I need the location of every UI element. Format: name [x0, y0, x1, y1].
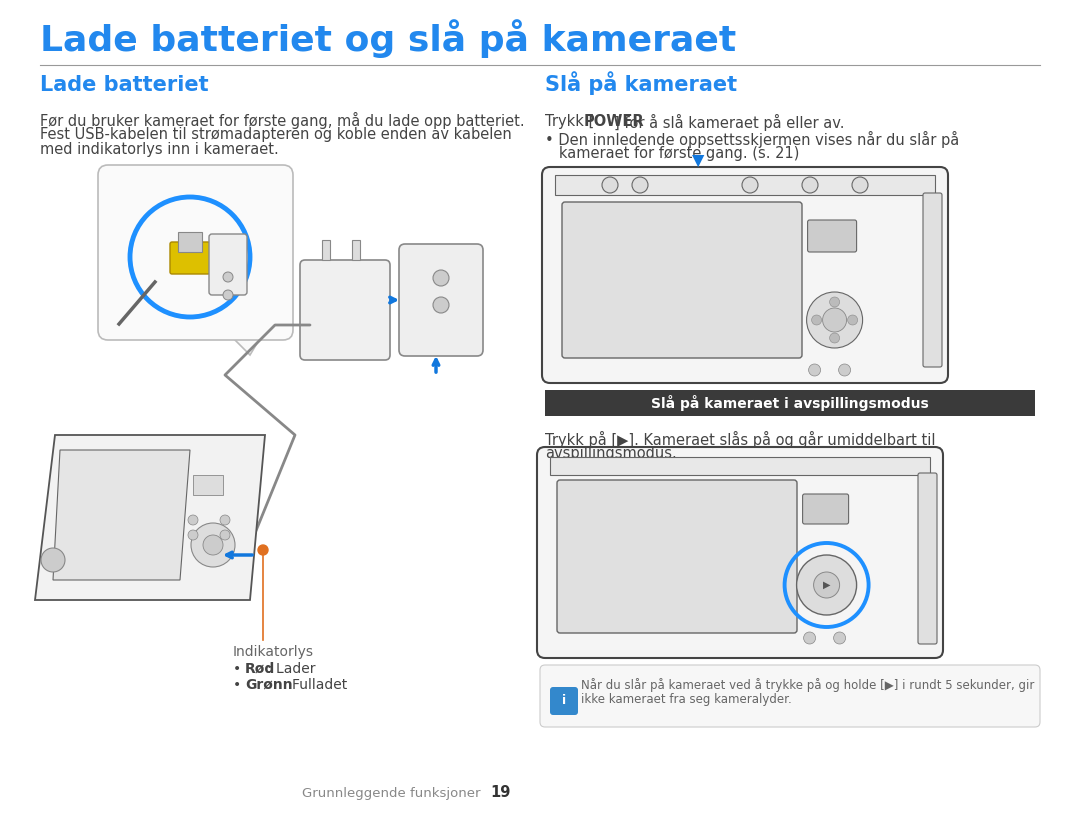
Text: Trykk [: Trykk [: [545, 114, 594, 129]
FancyBboxPatch shape: [210, 234, 247, 295]
Text: i: i: [562, 694, 566, 707]
Bar: [178, 232, 202, 252]
Text: Grunnleggende funksjoner: Grunnleggende funksjoner: [301, 787, 480, 800]
FancyBboxPatch shape: [170, 242, 210, 274]
FancyBboxPatch shape: [802, 494, 849, 524]
Polygon shape: [53, 450, 190, 580]
Text: Indikatorlys: Indikatorlys: [233, 645, 314, 659]
Circle shape: [823, 308, 847, 332]
Text: kameraet for første gang. (s. 21): kameraet for første gang. (s. 21): [545, 146, 799, 161]
Circle shape: [742, 177, 758, 193]
Text: Når du slår på kameraet ved å trykke på og holde [▶] i rundt 5 sekunder, gir: Når du slår på kameraet ved å trykke på …: [581, 678, 1035, 692]
Text: ▶: ▶: [823, 580, 831, 590]
Bar: [193, 475, 222, 495]
Circle shape: [852, 177, 868, 193]
Circle shape: [602, 177, 618, 193]
Text: •: •: [233, 678, 245, 692]
Text: 19: 19: [490, 785, 511, 800]
Circle shape: [802, 177, 818, 193]
Circle shape: [188, 530, 198, 540]
Text: ] for å slå kameraet på eller av.: ] for å slå kameraet på eller av.: [615, 114, 845, 131]
Polygon shape: [35, 435, 265, 600]
Circle shape: [807, 292, 863, 348]
Text: Slå på kameraet i avspillingsmodus: Slå på kameraet i avspillingsmodus: [651, 395, 929, 411]
FancyBboxPatch shape: [542, 167, 948, 383]
Circle shape: [203, 535, 222, 555]
Bar: [352, 240, 360, 260]
FancyBboxPatch shape: [399, 244, 483, 356]
Circle shape: [804, 632, 815, 644]
Text: Før du bruker kameraet for første gang, må du lade opp batteriet.: Før du bruker kameraet for første gang, …: [40, 112, 525, 129]
Circle shape: [191, 523, 235, 567]
Bar: [322, 240, 330, 260]
Bar: [555, 175, 935, 195]
FancyBboxPatch shape: [923, 193, 942, 367]
Text: Fest USB-kabelen til strømadapteren og koble enden av kabelen: Fest USB-kabelen til strømadapteren og k…: [40, 127, 512, 142]
Circle shape: [813, 572, 839, 598]
Circle shape: [433, 270, 449, 286]
Text: : Lader: : Lader: [267, 662, 315, 676]
Circle shape: [220, 530, 230, 540]
FancyBboxPatch shape: [808, 220, 856, 252]
Circle shape: [809, 364, 821, 376]
Text: •: •: [233, 662, 245, 676]
Text: : Fulladet: : Fulladet: [283, 678, 348, 692]
FancyBboxPatch shape: [918, 473, 937, 644]
Text: Trykk på [▶]. Kameraet slås på og går umiddelbart til: Trykk på [▶]. Kameraet slås på og går um…: [545, 431, 935, 448]
Circle shape: [632, 177, 648, 193]
Text: Rød: Rød: [245, 662, 275, 676]
Circle shape: [811, 315, 822, 325]
Text: med indikatorlys inn i kameraet.: med indikatorlys inn i kameraet.: [40, 142, 279, 157]
Text: ikke kameraet fra seg kameralyder.: ikke kameraet fra seg kameralyder.: [581, 693, 792, 706]
Circle shape: [222, 290, 233, 300]
Circle shape: [829, 297, 839, 307]
Text: Lade batteriet: Lade batteriet: [40, 75, 208, 95]
Circle shape: [797, 555, 856, 615]
Text: avspillingsmodus.: avspillingsmodus.: [545, 446, 677, 461]
FancyBboxPatch shape: [557, 480, 797, 633]
FancyBboxPatch shape: [300, 260, 390, 360]
FancyBboxPatch shape: [98, 165, 293, 340]
Bar: [550, 457, 930, 475]
Circle shape: [838, 364, 851, 376]
Text: Grønn: Grønn: [245, 678, 293, 692]
Circle shape: [258, 545, 268, 555]
Circle shape: [829, 333, 839, 343]
Text: Lade batteriet og slå på kameraet: Lade batteriet og slå på kameraet: [40, 20, 737, 58]
FancyBboxPatch shape: [550, 687, 578, 715]
Text: Slå på kameraet: Slå på kameraet: [545, 71, 738, 95]
Circle shape: [188, 515, 198, 525]
Circle shape: [220, 515, 230, 525]
Text: • Den innledende oppsettsskjermen vises når du slår på: • Den innledende oppsettsskjermen vises …: [545, 131, 959, 148]
Circle shape: [848, 315, 858, 325]
Circle shape: [222, 272, 233, 282]
Text: POWER: POWER: [583, 114, 644, 129]
Bar: [545, 390, 1035, 416]
FancyBboxPatch shape: [562, 202, 802, 358]
Circle shape: [433, 297, 449, 313]
Polygon shape: [225, 330, 265, 355]
FancyBboxPatch shape: [540, 665, 1040, 727]
Circle shape: [834, 632, 846, 644]
Circle shape: [41, 548, 65, 572]
FancyBboxPatch shape: [537, 447, 943, 658]
